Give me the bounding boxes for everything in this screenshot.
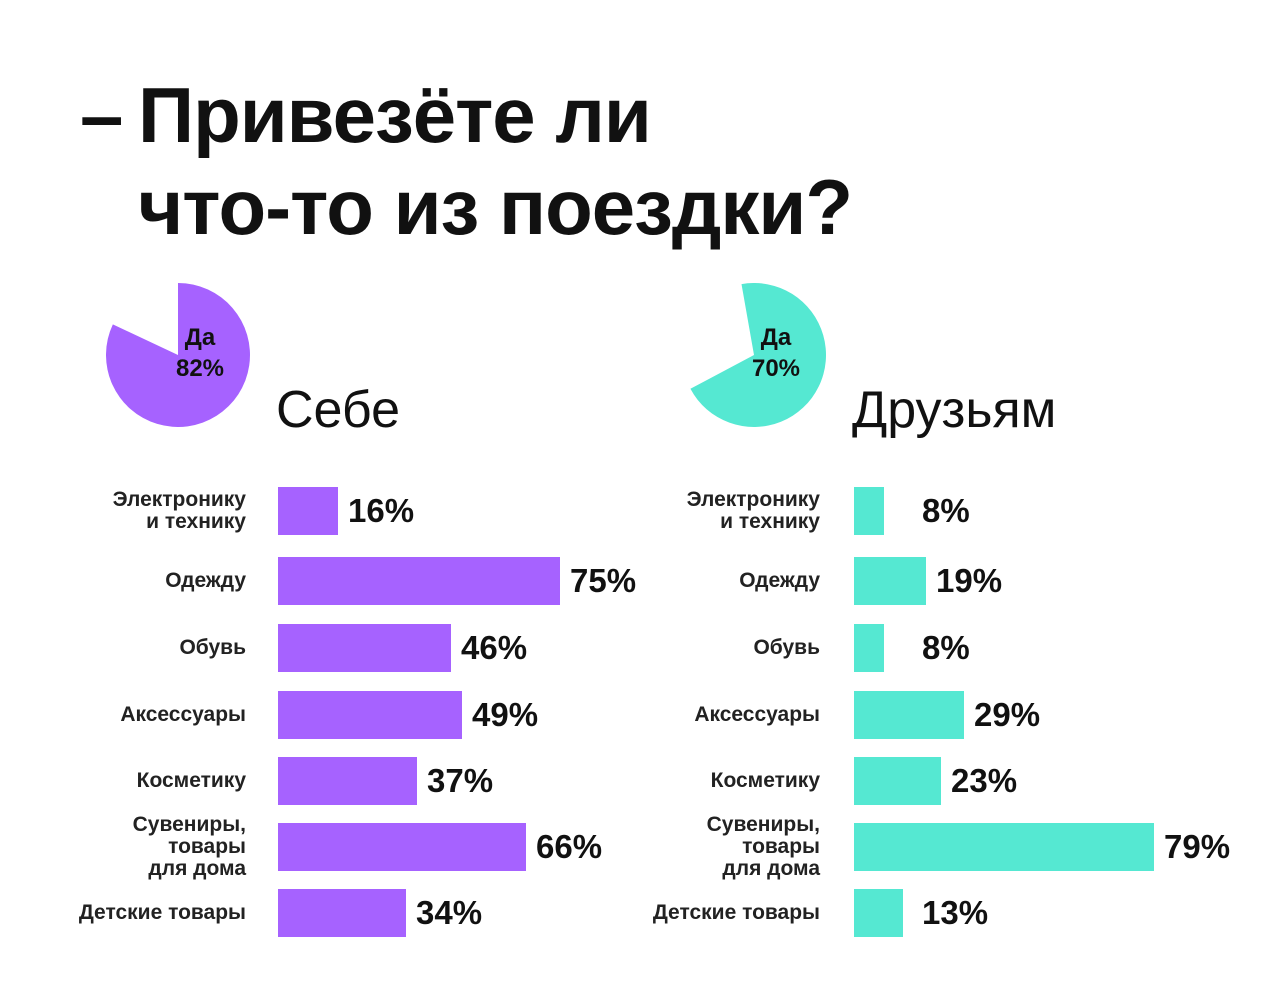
self-category-label: Одежду xyxy=(14,570,246,592)
category-label-line: Косметику xyxy=(710,769,820,792)
self-bar xyxy=(278,691,462,739)
category-label-line: Аксессуары xyxy=(120,703,246,726)
self-pie-slice-yes xyxy=(106,283,250,427)
category-label-line: для дома xyxy=(148,857,246,880)
self-bar xyxy=(278,889,406,937)
category-label-line: товары xyxy=(742,835,820,858)
self-section-title: Себе xyxy=(276,381,401,439)
friends-bar xyxy=(854,823,1154,871)
friends-bar-value-label: 23% xyxy=(951,762,1018,799)
friends-category-label: Косметику xyxy=(588,770,820,792)
self-category-label: Сувениры, товары для дома xyxy=(14,814,246,880)
friends-bar-value-label: 8% xyxy=(922,629,970,666)
friends-bar-value-label: 29% xyxy=(974,696,1041,733)
self-bar-value-label: 66% xyxy=(536,828,603,865)
friends-bar-value-label: 19% xyxy=(936,562,1003,599)
category-label-line: и технику xyxy=(720,510,820,533)
friends-section-title: Друзьям xyxy=(852,381,1057,439)
category-label-line: Детские товары xyxy=(652,901,820,924)
self-category-label: Электронику и технику xyxy=(14,489,246,533)
category-label-line: Электронику xyxy=(112,488,246,511)
self-category-label: Обувь xyxy=(14,637,246,659)
friends-category-label: Обувь xyxy=(588,637,820,659)
friends-bar-value-label: 13% xyxy=(922,894,989,931)
category-label-line: Сувениры, xyxy=(706,813,820,836)
friends-category-label: Сувениры, товары для дома xyxy=(588,814,820,880)
friends-pie-label-text: Да xyxy=(760,324,792,351)
friends-bar-value-label: 79% xyxy=(1164,828,1231,865)
friends-pie xyxy=(682,283,826,427)
self-bar-value-label: 16% xyxy=(348,492,415,529)
friends-category-label: Электронику и технику xyxy=(588,489,820,533)
self-bar-value-label: 75% xyxy=(570,562,637,599)
category-label-line: Электронику xyxy=(686,488,820,511)
category-label-line: Детские товары xyxy=(78,901,246,924)
friends-pie-value-label: 70% xyxy=(751,355,801,382)
friends-bar xyxy=(854,487,884,535)
category-label-line: Косметику xyxy=(136,769,246,792)
friends-category-label: Аксессуары xyxy=(588,704,820,726)
title-dash: – xyxy=(80,71,124,159)
self-bar xyxy=(278,487,338,535)
friends-bar xyxy=(854,757,941,805)
self-category-label: Косметику xyxy=(14,770,246,792)
category-label-line: Сувениры, xyxy=(132,813,246,836)
category-label-line: Обувь xyxy=(753,636,820,659)
self-pie-label-text: Да xyxy=(184,324,216,351)
friends-pie-slice-yes xyxy=(690,283,826,427)
friends-pie-svg xyxy=(690,283,826,427)
category-label-line: товары xyxy=(168,835,246,858)
self-bar xyxy=(278,823,526,871)
friends-bar xyxy=(854,557,926,605)
page-title-line-2: что-то из поездки? xyxy=(138,163,853,251)
friends-bar xyxy=(854,889,903,937)
self-pie xyxy=(106,283,250,427)
friends-category-label: Детские товары xyxy=(588,902,820,924)
category-label-line: Одежду xyxy=(165,569,246,592)
category-label-line: Одежду xyxy=(739,569,820,592)
friends-bar-value-label: 8% xyxy=(922,492,970,529)
self-bar-value-label: 49% xyxy=(472,696,539,733)
friends-pie-label: Да 70% xyxy=(726,322,826,384)
friends-category-label: Одежду xyxy=(588,570,820,592)
self-bar xyxy=(278,624,451,672)
category-label-line: Обувь xyxy=(179,636,246,659)
category-label-line: для дома xyxy=(722,857,820,880)
friends-bar xyxy=(854,691,964,739)
self-category-label: Аксессуары xyxy=(14,704,246,726)
self-bar xyxy=(278,757,417,805)
self-bar-value-label: 46% xyxy=(461,629,528,666)
self-pie-label: Да 82% xyxy=(150,322,250,384)
self-bar-value-label: 34% xyxy=(416,894,483,931)
page-title-line-1: Привезёте ли xyxy=(138,71,652,159)
category-label-line: Аксессуары xyxy=(694,703,820,726)
friends-bar xyxy=(854,624,884,672)
category-label-line: и технику xyxy=(146,510,246,533)
self-bar-value-label: 37% xyxy=(427,762,494,799)
self-bar xyxy=(278,557,560,605)
self-pie-value-label: 82% xyxy=(175,355,225,382)
self-category-label: Детские товары xyxy=(14,902,246,924)
self-pie-svg xyxy=(106,283,250,427)
